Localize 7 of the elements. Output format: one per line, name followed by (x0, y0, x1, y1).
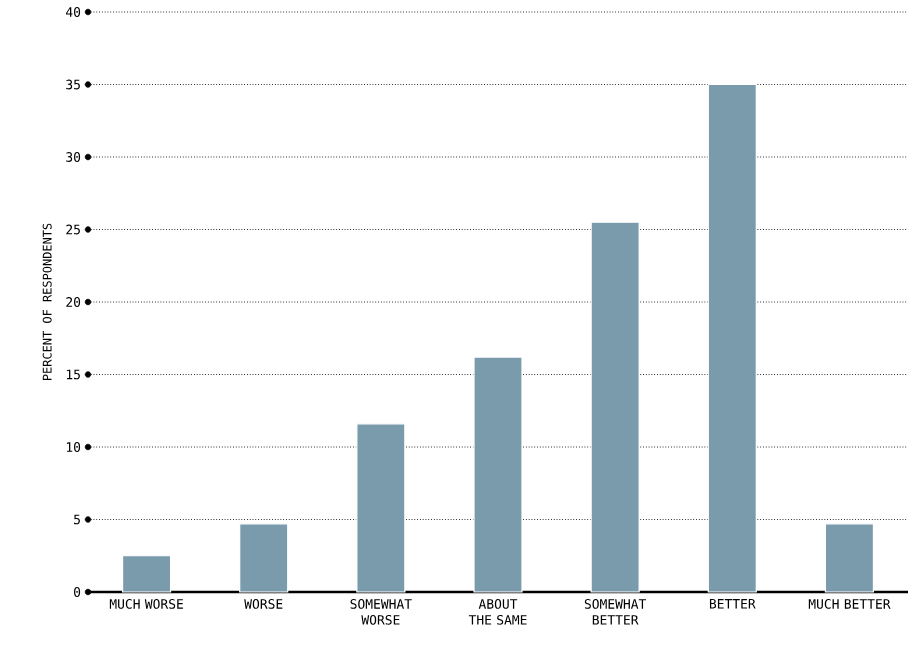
bar (121, 555, 172, 593)
bar (590, 221, 640, 593)
bar (239, 523, 289, 593)
bar (824, 523, 875, 593)
bar (356, 423, 406, 593)
bar (473, 356, 523, 593)
bar (707, 83, 757, 593)
